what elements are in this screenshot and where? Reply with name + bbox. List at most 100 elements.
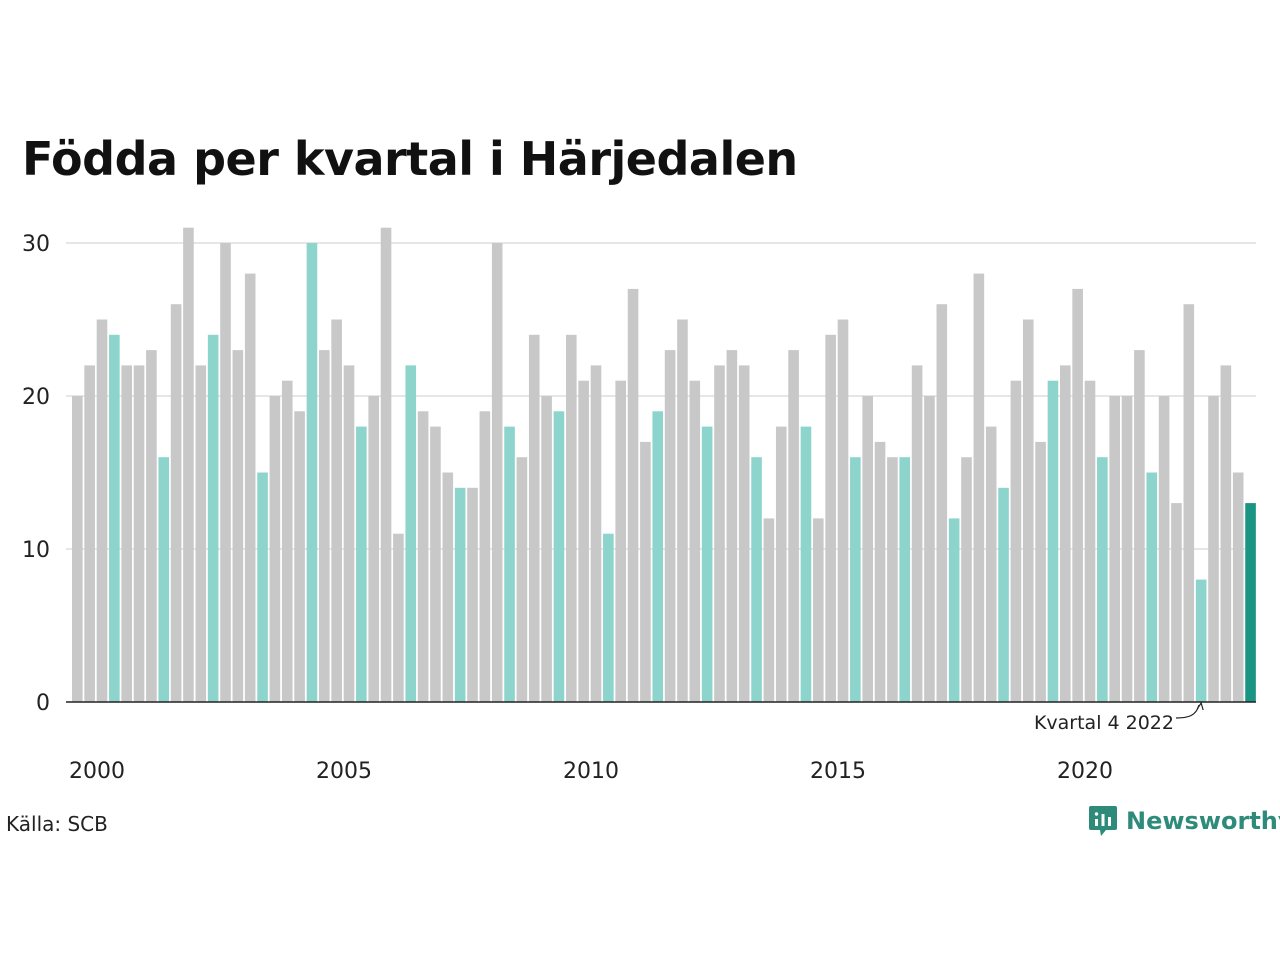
bar-2016-q1 [862,396,873,702]
bar-2009-q2 [528,334,540,702]
bar-2016-q2 [874,441,886,702]
bar-2013-q2 [726,350,738,702]
bar-2003-q1 [220,243,231,702]
bar-2000-q3 [96,319,108,702]
bar-2006-q2 [380,227,392,702]
annotation-label: Kvartal 4 2022 [1034,712,1174,734]
bar-2017-q3 [936,304,948,702]
bar-2002-q1 [170,304,182,702]
source-note: Källa: SCB [6,812,108,836]
bar-2009-q3 [541,396,552,702]
x-tick-label-2000: 2000 [69,759,125,784]
bar-2012-q1 [664,350,676,702]
bar-2007-q1 [417,411,429,702]
bar-2023-q2 [1220,365,1232,702]
bar-2003-q4 [257,472,268,702]
bar-2005-q2 [331,319,342,702]
bar-2023-q4 [1245,503,1256,702]
bar-2018-q2 [973,273,985,702]
bar-2019-q1 [1010,380,1022,702]
x-tick-label-2010: 2010 [563,759,619,784]
chart-speech-bubble-icon [1089,806,1117,836]
bar-2011-q4 [652,411,664,702]
bar-2004-q1 [269,396,281,702]
bar-2020-q1 [1060,365,1071,702]
bar-2013-q1 [714,365,725,702]
bar-2023-q3 [1232,472,1244,702]
bar-2005-q1 [319,350,330,702]
bar-2003-q2 [232,350,244,702]
bar-2009-q4 [553,411,565,702]
bar-2007-q3 [442,472,454,702]
bar-2016-q4 [899,457,911,702]
bar-2019-q2 [1022,319,1034,702]
bar-2012-q4 [701,426,713,702]
bar-2022-q3 [1183,304,1195,702]
x-tick-label-2005: 2005 [316,759,372,784]
bar-2023-q1 [1208,396,1219,702]
annotation-arrowhead [1196,701,1204,711]
bar-2004-q2 [281,380,293,702]
bar-2017-q1 [911,365,923,702]
bar-2001-q4 [158,457,170,702]
bar-2021-q3 [1134,350,1145,702]
bar-2004-q3 [294,411,305,702]
bar-2010-q1 [566,334,577,702]
annotation-arrow [1175,704,1200,719]
bar-2008-q3 [491,243,503,702]
logo-text: Newsworthy [1126,807,1280,835]
bar-2000-q4 [109,334,120,702]
bar-2019-q4 [1047,380,1059,702]
bar-2018-q3 [985,426,997,702]
bar-2014-q3 [788,350,799,702]
bar-2006-q3 [393,533,404,702]
bar-2011-q3 [640,441,651,702]
bar-2013-q4 [751,457,762,702]
bar-2022-q1 [1158,396,1170,702]
bar-2012-q2 [677,319,688,702]
bar-2020-q4 [1097,457,1108,702]
x-tick-label-2020: 2020 [1057,759,1113,784]
bar-2022-q4 [1195,579,1207,702]
x-tick-label-2015: 2015 [810,759,866,784]
bar-2006-q1 [368,396,379,702]
bar-2002-q2 [183,227,194,702]
bar-2001-q3 [146,350,157,702]
bar-2000-q1 [72,396,83,702]
y-tick-label-30: 30 [22,232,50,257]
bar-2015-q2 [825,334,836,702]
y-tick-label-0: 0 [36,691,50,716]
bar-2018-q1 [961,457,972,702]
chart-title: Födda per kvartal i Härjedalen [22,132,798,186]
bar-2008-q2 [479,411,491,702]
bar-2017-q2 [924,396,935,702]
bar-2010-q3 [590,365,602,702]
bar-2020-q3 [1084,380,1096,702]
bar-2001-q2 [133,365,145,702]
bar-2001-q1 [121,365,132,702]
bar-2005-q4 [356,426,367,702]
bar-2011-q2 [627,288,639,702]
bar-2010-q4 [603,533,614,702]
bar-2006-q4 [405,365,417,702]
bar-2021-q1 [1109,396,1120,702]
bars [72,227,1256,702]
bar-2014-q1 [763,518,775,702]
bar-2008-q4 [504,426,515,702]
bar-2021-q4 [1146,472,1158,702]
bar-2018-q4 [998,487,1009,702]
newsworthy-logo: Newsworthy [1088,804,1280,838]
bar-2002-q3 [195,365,207,702]
bar-2013-q3 [738,365,750,702]
bar-2002-q4 [207,334,219,702]
bar-2020-q2 [1072,288,1083,702]
bar-2007-q4 [454,487,466,702]
y-tick-label-20: 20 [22,385,50,410]
tick-labels: 0 10 20 30 2000 2005 2010 2015 2020 [22,232,1113,784]
bar-2007-q2 [430,426,441,702]
bar-2009-q1 [516,457,528,702]
bar-2015-q3 [837,319,849,702]
annotation: Kvartal 4 2022 [1034,701,1204,734]
bar-2015-q4 [850,457,861,702]
